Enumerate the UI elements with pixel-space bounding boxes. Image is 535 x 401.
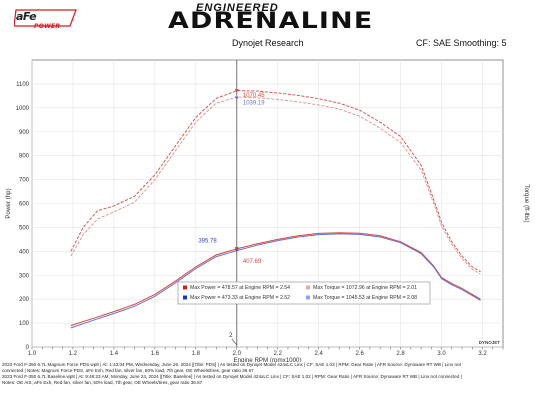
x-tick-label: 1.8 xyxy=(192,351,201,357)
y-tick-label: 600 xyxy=(19,202,30,208)
legend-swatch xyxy=(183,295,187,300)
y-tick-label: 900 xyxy=(19,130,30,136)
run-note-line: 2023 Ford F-350 6.7L Magnum Force PDS.wp… xyxy=(2,362,461,367)
y-tick-label: 1100 xyxy=(16,82,30,88)
y-tick-label: 0 xyxy=(26,345,30,351)
torque-pds-curve xyxy=(70,90,481,273)
y-tick-label: 300 xyxy=(19,273,30,279)
dyno-chart: 0 100 200 300 400 500 600 700 800 900 1000 1100 1.0 1… xyxy=(5,59,530,362)
x-tick-label: 3.0 xyxy=(437,351,446,357)
header-engineered: ENGINEERED xyxy=(196,2,279,14)
y-tick-label: 500 xyxy=(19,225,30,231)
x-tick-label: 1.6 xyxy=(151,351,160,357)
cursor-marker xyxy=(234,96,239,101)
y-tick-label: 1000 xyxy=(16,106,30,112)
run-notes: 2023 Ford F-350 6.7L Magnum Force PDS.wp… xyxy=(2,362,533,386)
legend-entry: Max Power = 478.57 at Engine RPM = 2.54 xyxy=(190,285,290,291)
cursor-marker xyxy=(234,89,239,93)
x-tick-label: 1.4 xyxy=(110,351,119,357)
correction-factor-label: CF: SAE Smoothing: 5 xyxy=(416,38,507,48)
y-tick-label: 400 xyxy=(19,249,30,255)
logo-brand: aFe xyxy=(16,10,37,23)
x-axis-label: Engine RPM (rpmx1000) xyxy=(233,357,301,362)
cursor-value-label: 407.69 xyxy=(243,259,262,265)
legend-entry: Max Torque = 1045.53 at Engine RPM = 2.0… xyxy=(313,295,417,301)
x-tick-label: 1.0 xyxy=(28,351,37,357)
logo-subtitle: POWER xyxy=(34,23,61,30)
legend-swatch xyxy=(306,285,310,290)
header-adrenaline: ADRENALINE xyxy=(168,9,374,34)
chart-header: aFe POWER ENGINEERED ADRENALINE Dynojet … xyxy=(0,0,535,54)
cursor-value-label: 1039.19 xyxy=(243,101,265,107)
cursor-label: 2 xyxy=(229,333,233,339)
cursor-pointer xyxy=(231,338,238,346)
x-tick-label: 2.0 xyxy=(233,351,242,357)
x-tick-label: 2.6 xyxy=(355,351,364,357)
y-axis-label-left: Power (hp) xyxy=(5,188,12,218)
x-tick-label: 1.2 xyxy=(69,351,78,357)
legend-box xyxy=(177,281,431,305)
afe-logo-icon xyxy=(14,9,77,27)
y-tick-label: 700 xyxy=(19,178,30,184)
x-tick-label: 2.2 xyxy=(274,351,283,357)
y-tick-label: 200 xyxy=(19,297,30,303)
run-note-line: 2023 Ford F-350 6.7L Baseline.wp8 | At: … xyxy=(2,374,462,379)
run-note-line: connected | Notes: Magnum Force PDS, aFe… xyxy=(2,368,254,373)
legend-entry: Max Power = 473.33 at Engine RPM = 2.52 xyxy=(190,295,290,301)
power-pds-curve xyxy=(70,232,481,326)
y-axis-label-right: Torque (ft-lbs) xyxy=(523,184,530,222)
legend-swatch xyxy=(183,285,187,290)
cursor-value-label: 395.78 xyxy=(198,238,217,244)
cursor-marker xyxy=(234,246,239,251)
dynojet-watermark: DYNOJET xyxy=(479,340,501,345)
y-tick-label: 100 xyxy=(19,321,30,327)
run-note-line: Notes: OE AIS, aFe Exh, Red fan, silver … xyxy=(2,380,203,385)
x-tick-label: 2.4 xyxy=(315,351,324,357)
y-tick-label: 800 xyxy=(19,154,30,160)
source-label: Dynojet Research xyxy=(232,38,304,48)
x-tick-label: 2.8 xyxy=(396,351,405,357)
legend-entry: Max Torque = 1072.96 at Engine RPM = 2.0… xyxy=(313,285,417,291)
legend-swatch xyxy=(306,295,310,300)
x-tick-label: 3.2 xyxy=(478,351,487,357)
cursor-value-label: 1070.45 xyxy=(243,93,265,99)
power-baseline-curve xyxy=(70,233,481,329)
